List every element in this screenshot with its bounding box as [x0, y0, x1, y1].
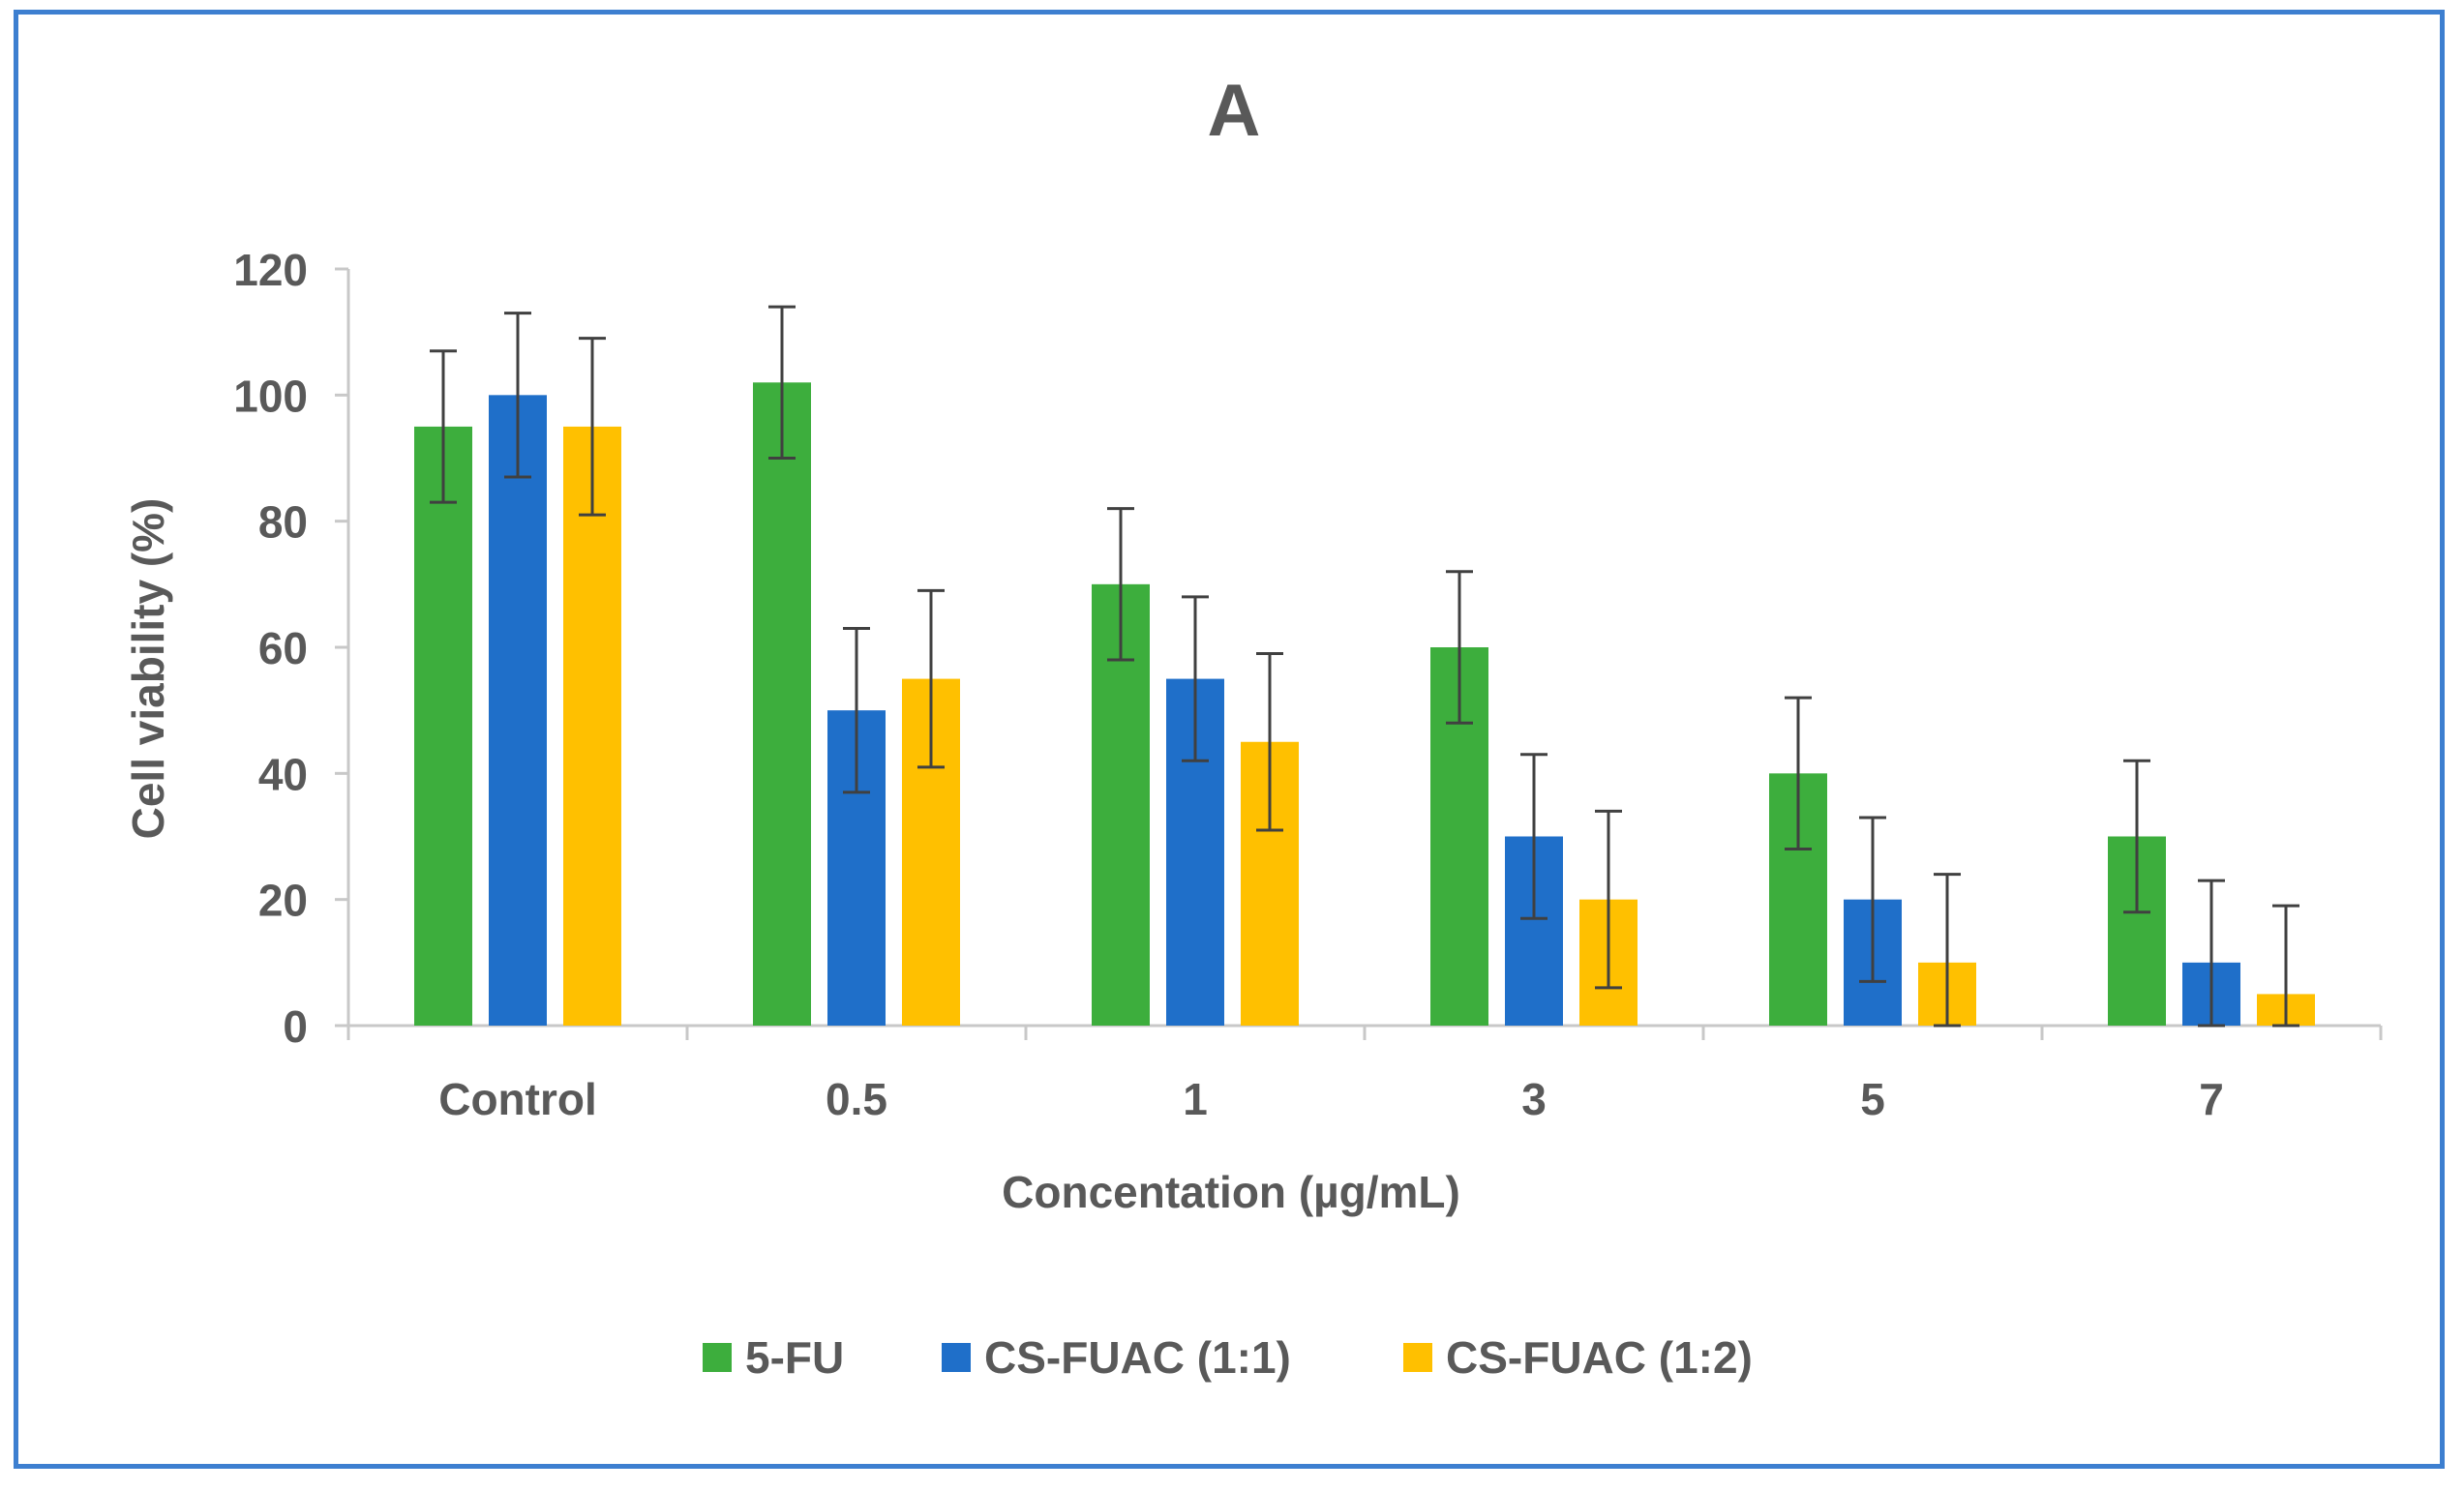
bar — [753, 382, 811, 1026]
legend-label: CS-FUAC (1:2) — [1446, 1332, 1753, 1383]
x-tick-label: 0.5 — [826, 1074, 887, 1124]
y-tick-label: 20 — [258, 876, 308, 926]
x-axis: Control 0.5 1 3 5 7 — [346, 1024, 2383, 1124]
chart-frame: A 0 20 40 60 80 100 120 Control 0.5 1 3 5 7 Cell vi… — [14, 10, 2445, 1469]
legend-swatch — [942, 1343, 971, 1372]
y-tick-label: 40 — [258, 749, 308, 799]
y-tick-label: 0 — [283, 1001, 308, 1052]
y-tick-label: 80 — [258, 497, 308, 548]
bar — [563, 426, 621, 1027]
x-tick-label: Control — [438, 1074, 597, 1124]
chart-title: A — [1208, 70, 1261, 152]
y-tick-label: 60 — [258, 623, 308, 673]
error-bars — [430, 305, 2299, 1028]
legend: 5-FU CS-FUAC (1:1) CS-FUAC (1:2) — [703, 1332, 1753, 1383]
legend-swatch — [1403, 1343, 1432, 1372]
legend-swatch — [703, 1343, 732, 1372]
legend-label: CS-FUAC (1:1) — [984, 1332, 1291, 1383]
bar — [489, 395, 547, 1026]
legend-label: 5-FU — [745, 1332, 844, 1383]
bars — [414, 382, 2315, 1027]
bar-chart: A 0 20 40 60 80 100 120 Control 0.5 1 3 5 7 Cell vi… — [123, 70, 2383, 1383]
x-tick-label: 3 — [1521, 1074, 1547, 1124]
x-tick-label: 5 — [1860, 1074, 1885, 1124]
y-tick-label: 120 — [233, 245, 308, 295]
x-axis-title: Concentation (µg/mL) — [1002, 1167, 1460, 1217]
x-tick-label: 7 — [2199, 1074, 2224, 1124]
y-axis: 0 20 40 60 80 100 120 — [233, 245, 350, 1052]
bar — [414, 426, 472, 1027]
x-tick-label: 1 — [1183, 1074, 1208, 1124]
y-axis-title: Cell viability (%) — [123, 498, 173, 840]
y-tick-label: 100 — [233, 371, 308, 421]
